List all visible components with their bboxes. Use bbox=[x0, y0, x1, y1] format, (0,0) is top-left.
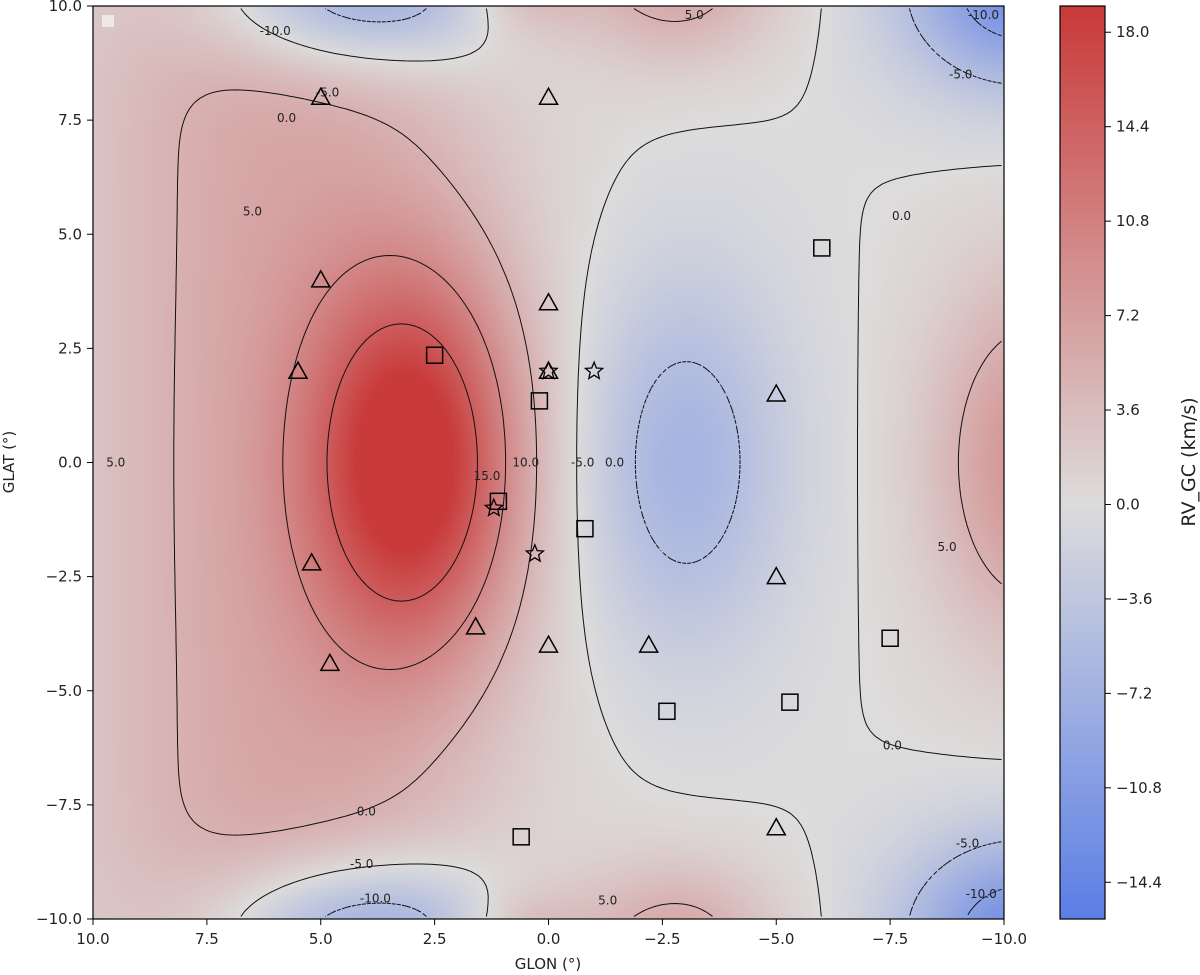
x-axis-label: GLON (°) bbox=[515, 955, 581, 973]
y-tick-label: 5.0 bbox=[58, 225, 82, 243]
y-tick-label: 10.0 bbox=[49, 0, 82, 15]
triangle-marker bbox=[765, 383, 787, 402]
contour-label: 5.0 bbox=[685, 8, 704, 22]
x-tick-label: −7.5 bbox=[872, 930, 908, 948]
contour-label: -5.0 bbox=[949, 67, 972, 81]
colorbar-tick-label: 3.6 bbox=[1116, 401, 1140, 419]
colorbar-frame bbox=[1059, 5, 1106, 920]
contour-label: 10.0 bbox=[512, 456, 539, 470]
contour-line bbox=[240, 8, 1002, 917]
x-axis: 10.0 7.5 5.0 2.5 0.0 −2.5 −5.0 −7.5 −10.0 bbox=[76, 919, 1027, 948]
square-marker bbox=[512, 828, 530, 846]
contour-label: -5.0 bbox=[350, 857, 373, 871]
contour-label: -5.0 bbox=[956, 837, 979, 851]
x-tick-label: −2.5 bbox=[644, 930, 680, 948]
contour-line bbox=[282, 255, 507, 670]
contour-line bbox=[326, 323, 478, 602]
colorbar-tick-label: 7.2 bbox=[1116, 307, 1140, 325]
star-marker bbox=[483, 497, 505, 517]
contour-label: 0.0 bbox=[357, 805, 376, 819]
colorbar-ticks: 18.0 14.4 10.8 7.2 3.6 0.0 −3.6 −7.2 −10.8 −14.4 bbox=[1105, 23, 1162, 891]
x-tick-label: 2.5 bbox=[423, 930, 447, 948]
contour-lines bbox=[173, 8, 1002, 917]
legend-box bbox=[102, 15, 114, 27]
y-axis-label: GLAT (°) bbox=[0, 431, 18, 494]
colorbar-tick-label: −14.4 bbox=[1116, 873, 1162, 891]
star-marker bbox=[538, 360, 559, 380]
x-tick-label: 7.5 bbox=[195, 930, 219, 948]
triangle-marker bbox=[319, 652, 341, 672]
contour-label: 0.0 bbox=[605, 456, 624, 470]
colorbar: 18.014.410.87.23.60.0−3.6−7.2−10.8−14.4 … bbox=[1059, 5, 1200, 920]
x-tick-label: −10.0 bbox=[981, 930, 1027, 948]
colorbar-tick-label: 14.4 bbox=[1116, 118, 1149, 136]
triangle-marker bbox=[538, 360, 559, 379]
contour-label: 5.0 bbox=[243, 204, 262, 218]
triangle-marker bbox=[765, 566, 787, 585]
contour-labels: -10.0 -5.0 0.0 5.0 10.0 15.0 5.0 -5.0 0.0 5.0 0.0 0… bbox=[106, 8, 999, 908]
colorbar-tick-label: −10.8 bbox=[1116, 779, 1162, 797]
contour-label: -10.0 bbox=[966, 887, 997, 901]
triangle-marker bbox=[310, 86, 332, 106]
colorbar-tick-label: 10.8 bbox=[1116, 212, 1149, 230]
square-marker bbox=[425, 346, 444, 364]
y-tick-label: −7.5 bbox=[46, 796, 82, 814]
contour-label: -10.0 bbox=[260, 24, 291, 38]
colorbar-tick-label: −7.2 bbox=[1116, 684, 1152, 702]
x-tick-label: −5.0 bbox=[758, 930, 794, 948]
contour-label: 0.0 bbox=[277, 111, 296, 125]
triangle-marker bbox=[765, 817, 787, 836]
square-marker bbox=[530, 392, 549, 410]
contour-line bbox=[173, 8, 1002, 917]
y-tick-label: −10.0 bbox=[36, 910, 82, 928]
square-marker bbox=[781, 693, 799, 711]
contour-label: -5.0 bbox=[571, 456, 594, 470]
contour-label: 5.0 bbox=[106, 456, 125, 470]
triangle-marker bbox=[301, 552, 322, 571]
contour-label: 0.0 bbox=[883, 739, 902, 753]
x-tick-label: 5.0 bbox=[309, 930, 333, 948]
triangle-marker bbox=[465, 616, 486, 635]
triangle-marker bbox=[538, 86, 559, 106]
contour-label: 0.0 bbox=[892, 209, 911, 223]
square-marker bbox=[658, 702, 676, 721]
contour-label: -10.0 bbox=[968, 8, 999, 22]
triangle-marker bbox=[310, 269, 332, 288]
triangle-marker bbox=[538, 292, 559, 311]
square-marker bbox=[813, 239, 831, 257]
source-markers bbox=[287, 86, 899, 846]
contour-line bbox=[325, 8, 1002, 917]
star-marker bbox=[583, 360, 605, 380]
y-tick-label: −2.5 bbox=[46, 568, 82, 586]
x-tick-label: 10.0 bbox=[76, 930, 109, 948]
y-axis: 10.0 7.5 5.0 2.5 0.0 −2.5 −5.0 −7.5 −10.0 bbox=[36, 0, 93, 928]
y-tick-label: 2.5 bbox=[58, 339, 82, 357]
square-marker bbox=[881, 629, 899, 648]
contour-label: 5.0 bbox=[598, 894, 617, 908]
triangle-marker bbox=[287, 360, 309, 379]
y-tick-label: −5.0 bbox=[46, 682, 82, 700]
triangle-marker bbox=[638, 634, 659, 653]
star-marker bbox=[524, 543, 546, 563]
triangle-marker bbox=[538, 634, 559, 653]
contour-label: -10.0 bbox=[360, 891, 391, 905]
contour-label: -5.0 bbox=[316, 86, 339, 100]
square-marker bbox=[576, 519, 594, 538]
contour-label: 15.0 bbox=[474, 469, 501, 483]
y-tick-label: 0.0 bbox=[58, 454, 82, 472]
velocity-heatmap bbox=[93, 6, 1004, 919]
y-tick-label: 7.5 bbox=[58, 111, 82, 129]
colorbar-tick-label: −3.6 bbox=[1116, 590, 1152, 608]
colorbar-tick-label: 0.0 bbox=[1116, 495, 1140, 513]
x-tick-label: 0.0 bbox=[537, 930, 561, 948]
contour-label: 5.0 bbox=[938, 540, 957, 554]
contour-line bbox=[966, 8, 1002, 917]
colorbar-tick-label: 18.0 bbox=[1116, 23, 1149, 41]
colorbar-label: RV_GC (km/s) bbox=[1178, 397, 1200, 526]
